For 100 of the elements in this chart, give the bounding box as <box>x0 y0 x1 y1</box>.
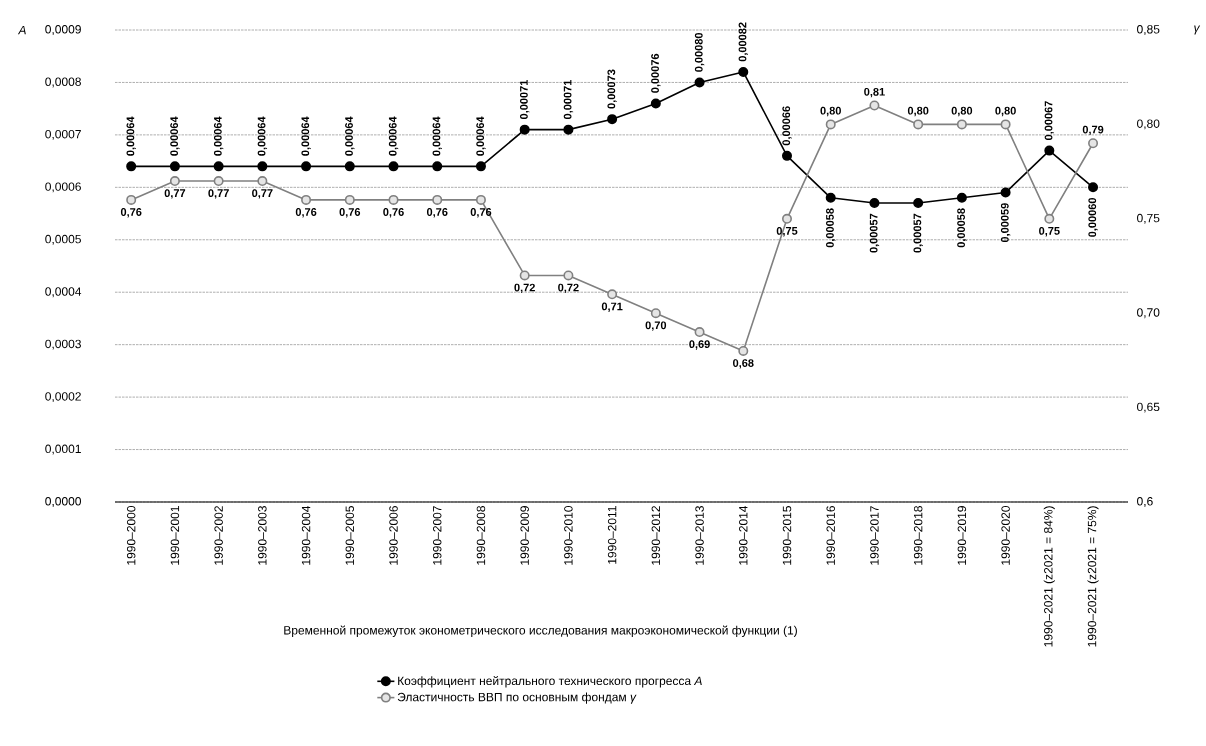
point <box>782 213 792 224</box>
data-label: 0,00057 <box>869 213 880 253</box>
point <box>563 270 574 281</box>
y-tick-label: 0,0002 <box>45 392 81 403</box>
point <box>301 161 312 172</box>
y2-tick-label: 0,65 <box>1137 402 1160 413</box>
point <box>956 192 967 203</box>
data-label: 0,00064 <box>126 116 136 156</box>
point <box>563 124 574 135</box>
legend-label: Коэффициент нейтрального технического прогресса A <box>398 676 702 688</box>
x-tick-label: 1990–2019 <box>957 506 967 565</box>
data-label: 0,80 <box>951 106 973 117</box>
data-label: 0,75 <box>776 227 798 237</box>
y2-axis-title: γ <box>1194 25 1201 35</box>
point <box>519 270 530 281</box>
point <box>869 100 880 111</box>
data-label: 0,00064 <box>345 116 355 156</box>
data-label: 0,70 <box>645 321 667 331</box>
point <box>738 66 749 77</box>
point <box>388 161 399 172</box>
point <box>344 194 355 205</box>
y-tick-label: 0,0009 <box>45 25 81 35</box>
x-tick-label: 1990–2006 <box>389 506 398 565</box>
point <box>169 176 180 187</box>
data-label: 0,79 <box>1082 125 1104 136</box>
point <box>956 119 967 130</box>
point <box>913 198 924 209</box>
data-label: 0,80 <box>907 106 929 117</box>
point <box>1088 138 1099 149</box>
y2-tick-label: 0,70 <box>1137 308 1160 319</box>
point <box>1044 145 1055 156</box>
x-tick-label: 1990–2007 <box>432 506 442 565</box>
data-label: 0,00082 <box>738 22 748 62</box>
point <box>475 194 486 205</box>
data-label: 0,00064 <box>476 116 486 156</box>
y-tick-label: 0,0005 <box>45 234 81 245</box>
point <box>607 114 618 125</box>
point <box>257 161 268 172</box>
x-tick-label: 1990–2021 (z2021 = 84%) <box>1043 506 1055 647</box>
point <box>519 124 530 135</box>
point <box>475 161 486 172</box>
point <box>1044 213 1055 224</box>
data-label: 0,76 <box>339 208 361 218</box>
data-label: 0,00066 <box>782 106 792 146</box>
point <box>694 77 705 88</box>
x-tick-label: 1990–2021 (z2021 = 75%) <box>1087 506 1099 647</box>
data-label: 0,00057 <box>913 213 923 253</box>
data-label: 0,00067 <box>1044 101 1055 140</box>
y-tick-label: 0,0003 <box>45 339 81 350</box>
point <box>607 289 618 300</box>
x-tick-label: 1990–2013 <box>695 506 704 565</box>
y2-tick-label: 0,85 <box>1137 25 1160 35</box>
point <box>1000 187 1011 198</box>
point <box>344 161 355 172</box>
data-label: 0,80 <box>995 106 1016 117</box>
data-label: 0,00064 <box>432 116 442 156</box>
data-label: 0,75 <box>1039 227 1060 237</box>
y-tick-label: 0,0008 <box>45 77 81 88</box>
x-tick-label: 1990–2010 <box>564 506 573 565</box>
data-label: 0,80 <box>820 106 841 117</box>
y-tick-label: 0,0000 <box>45 497 82 507</box>
point <box>432 194 443 205</box>
data-label: 0,00064 <box>301 116 311 156</box>
point <box>126 194 137 205</box>
data-label: 0,76 <box>295 208 317 218</box>
point <box>432 161 443 172</box>
point <box>213 161 224 172</box>
point <box>825 192 836 203</box>
data-label: 0,77 <box>164 189 186 199</box>
x-tick-label: 1990–2014 <box>739 505 748 565</box>
point <box>650 308 661 319</box>
legend-label: Эластичность ВВП по основным фондам γ <box>397 692 637 704</box>
x-tick-label: 1990–2018 <box>913 506 923 565</box>
data-label: 0,00064 <box>257 116 268 156</box>
y-tick-label: 0,0006 <box>45 182 81 193</box>
y2-tick-label: 0,75 <box>1137 213 1160 224</box>
data-label: 0,68 <box>733 359 754 369</box>
x-tick-label: 1990–2003 <box>258 506 267 565</box>
point <box>169 161 180 172</box>
data-label: 0,76 <box>426 208 448 218</box>
point <box>388 194 399 205</box>
data-label: 0,72 <box>558 283 579 294</box>
data-label: 0,71 <box>601 302 623 312</box>
x-tick-label: 1990–2009 <box>520 506 529 565</box>
x-tick-label: 1990–2002 <box>214 506 223 565</box>
point <box>1000 119 1011 130</box>
point <box>650 98 661 109</box>
x-tick-label: 1990–2008 <box>476 506 486 565</box>
data-label: 0,76 <box>470 208 492 218</box>
y-axis-title: A <box>17 25 26 35</box>
y-tick-label: 0,0007 <box>45 129 81 140</box>
point <box>1088 182 1099 193</box>
data-label: 0,00071 <box>519 80 530 120</box>
y2-tick-label: 0,6 <box>1137 497 1153 507</box>
data-label: 0,00058 <box>957 208 967 248</box>
data-label: 0,00060 <box>1088 197 1098 237</box>
x-tick-label: 1990–2000 <box>126 506 136 565</box>
data-label: 0,76 <box>120 208 142 218</box>
x-tick-label: 1990–2011 <box>607 506 617 564</box>
data-label: 0,00076 <box>651 53 661 93</box>
